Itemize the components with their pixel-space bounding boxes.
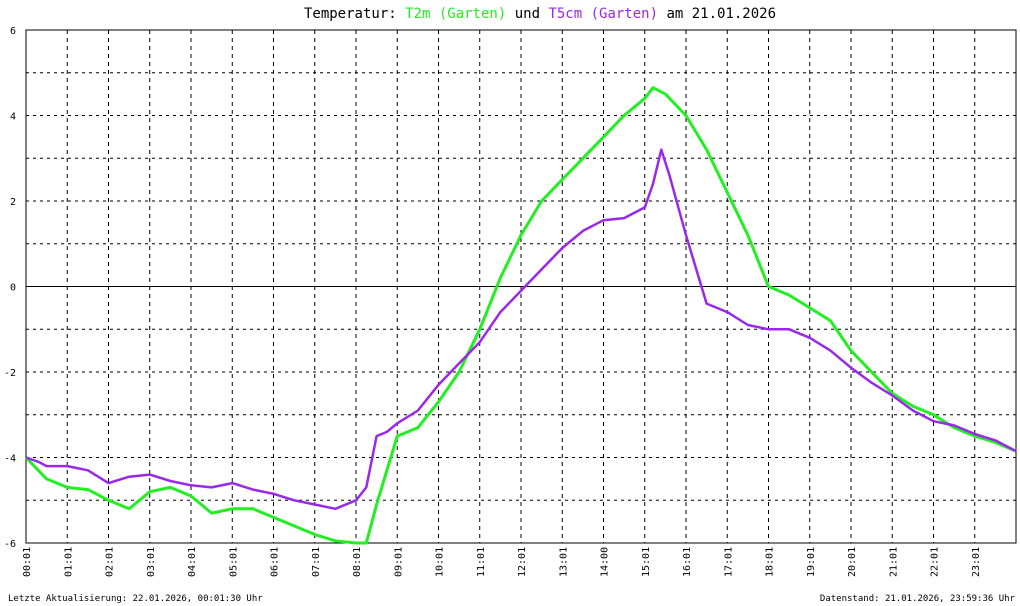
y-tick-label: 6 bbox=[10, 26, 16, 37]
y-tick-label: 0 bbox=[10, 283, 16, 294]
y-tick-label: -2 bbox=[4, 368, 16, 379]
x-tick-label: 16:01 bbox=[682, 547, 693, 577]
x-tick-label: 09:01 bbox=[393, 547, 404, 577]
y-tick-label: -6 bbox=[4, 539, 16, 550]
y-tick-label: 2 bbox=[10, 197, 16, 208]
x-tick-label: 22:01 bbox=[930, 547, 941, 577]
title-series1: T2m (Garten) bbox=[405, 6, 506, 22]
footer-data-status: Datenstand: 21.01.2026, 23:59:36 Uhr bbox=[820, 594, 1016, 604]
x-tick-label: 18:01 bbox=[765, 547, 776, 577]
x-tick-label: 03:01 bbox=[146, 547, 157, 577]
x-tick-label: 17:01 bbox=[723, 547, 734, 577]
title-suffix: am 21.01.2026 bbox=[658, 6, 776, 22]
x-tick-label: 12:01 bbox=[517, 547, 528, 577]
x-tick-label: 20:01 bbox=[847, 547, 858, 577]
title-prefix: Temperatur: bbox=[304, 6, 405, 22]
x-tick-label: 10:01 bbox=[435, 547, 446, 577]
chart-title: Temperatur: T2m (Garten) und T5cm (Garte… bbox=[304, 6, 776, 22]
series-line-t5cm bbox=[25, 148, 1017, 511]
title-connector: und bbox=[506, 6, 548, 22]
x-tick-label: 00:01 bbox=[22, 547, 33, 577]
x-tick-label: 08:01 bbox=[352, 547, 363, 577]
x-tick-label: 19:01 bbox=[806, 547, 817, 577]
x-tick-label: 14:00 bbox=[600, 547, 611, 577]
x-tick-label: 13:01 bbox=[558, 547, 569, 577]
x-tick-label: 23:01 bbox=[971, 547, 982, 577]
footer-last-update: Letzte Aktualisierung: 22.01.2026, 00:01… bbox=[8, 594, 263, 604]
x-tick-label: 11:01 bbox=[476, 547, 487, 577]
x-tick-label: 02:01 bbox=[105, 547, 116, 577]
y-tick-label: 4 bbox=[10, 112, 16, 123]
x-tick-label: 15:01 bbox=[641, 547, 652, 577]
x-tick-label: 21:01 bbox=[888, 547, 899, 577]
svg-text:Temperatur: T2m (Garten) und T: Temperatur: T2m (Garten) und T5cm (Garte… bbox=[304, 6, 776, 22]
series-lines bbox=[24, 86, 1017, 545]
x-tick-label: 06:01 bbox=[270, 547, 281, 577]
x-tick-label: 01:01 bbox=[63, 547, 74, 577]
x-tick-label: 07:01 bbox=[311, 547, 322, 577]
y-tick-label: -4 bbox=[4, 454, 16, 465]
axes bbox=[25, 29, 1017, 544]
series-line-t2m bbox=[24, 86, 1017, 545]
x-tick-label: 05:01 bbox=[228, 547, 239, 577]
plot-frame bbox=[25, 29, 1017, 544]
title-series2: T5cm (Garten) bbox=[548, 6, 658, 22]
tick-labels: 6 4 2 0 -2 -4 -6 00:01 01:01 02:01 03:01 04:01 05:01… bbox=[4, 26, 982, 577]
x-tick-label: 04:01 bbox=[187, 547, 198, 577]
